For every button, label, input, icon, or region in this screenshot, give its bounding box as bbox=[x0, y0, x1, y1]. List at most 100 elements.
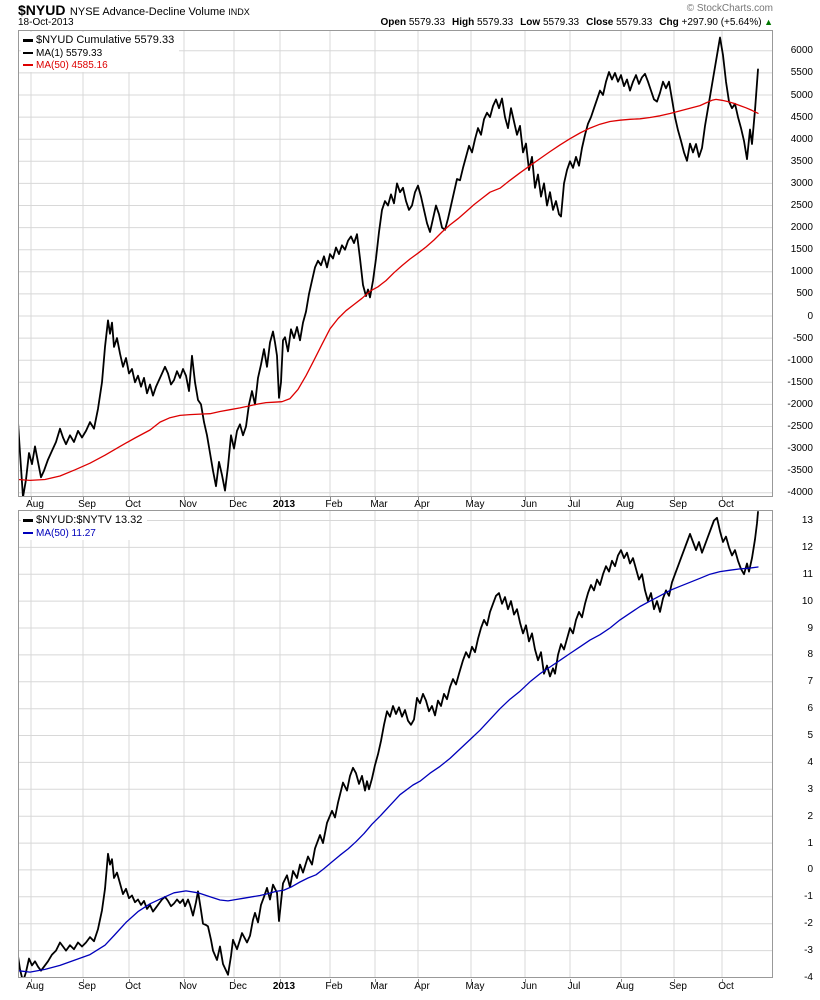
month-label: Jun bbox=[520, 499, 538, 510]
plot-area-2 bbox=[18, 510, 773, 978]
legend-row: MA(1) 5579.33 bbox=[23, 47, 174, 59]
change-up-arrow-icon: ▲ bbox=[761, 17, 773, 27]
month-label: Oct bbox=[718, 981, 734, 992]
y-axis-label: -500 bbox=[792, 332, 813, 344]
quote-high: High 5579.33 bbox=[452, 17, 514, 28]
y-axis-label: 1000 bbox=[790, 266, 813, 278]
legend-row: $NYUD:$NYTV 13.32 bbox=[23, 513, 142, 527]
x-axis-tick bbox=[234, 497, 235, 500]
chart-panel-1 bbox=[18, 30, 773, 497]
y-axis-label: 500 bbox=[796, 288, 813, 300]
x-axis-tick bbox=[129, 497, 130, 500]
y-axis-label: 11 bbox=[802, 568, 813, 580]
y-axis-label: 3000 bbox=[790, 177, 813, 189]
legend-panel-1: $NYUD Cumulative 5579.33 MA(1) 5579.33 MA(… bbox=[21, 32, 180, 72]
month-label: Jul bbox=[567, 981, 581, 992]
month-label: Oct bbox=[125, 499, 141, 510]
x-axis-tick bbox=[674, 979, 675, 982]
y-axis-label: 8 bbox=[807, 649, 813, 661]
date-label: 18-Oct-2013 bbox=[18, 17, 74, 28]
y-axis-label: -3 bbox=[804, 945, 813, 957]
y-axis-label: -1000 bbox=[787, 354, 813, 366]
y-axis-label: 4 bbox=[807, 756, 813, 768]
legend-swatch bbox=[23, 38, 33, 42]
x-axis-tick bbox=[674, 497, 675, 500]
x-axis-tick bbox=[471, 979, 472, 982]
y-axis-label: -1500 bbox=[787, 376, 813, 388]
x-axis-tick bbox=[83, 979, 84, 982]
x-axis-tick bbox=[184, 979, 185, 982]
x-axis-tick bbox=[330, 497, 331, 500]
x-axis-tick bbox=[570, 979, 571, 982]
month-label: May bbox=[465, 981, 485, 992]
x-axis-tick bbox=[621, 979, 622, 982]
legend-panel-2: $NYUD:$NYTV 13.32 MA(50) 11.27 bbox=[21, 512, 148, 540]
month-label: Aug bbox=[616, 981, 634, 992]
chart-panel-2 bbox=[18, 510, 773, 978]
legend-text: MA(1) 5579.33 bbox=[36, 47, 103, 59]
month-label: Sep bbox=[669, 499, 687, 510]
y-axis-label: 0 bbox=[807, 310, 813, 322]
y-axis-label: 3500 bbox=[790, 155, 813, 167]
x-axis-tick bbox=[471, 497, 472, 500]
x-axis-tick bbox=[184, 497, 185, 500]
x-axis-tick bbox=[280, 979, 281, 982]
y-axis-label: -2 bbox=[804, 918, 813, 930]
y-axis-label: -4000 bbox=[787, 487, 813, 499]
month-label: Jul bbox=[567, 499, 581, 510]
x-axis-tick bbox=[31, 497, 32, 500]
month-label: May bbox=[465, 499, 485, 510]
legend-swatch bbox=[23, 52, 33, 54]
y-axis-label: 5500 bbox=[790, 67, 813, 79]
month-label: Feb bbox=[325, 981, 343, 992]
month-label: Dec bbox=[229, 499, 247, 510]
x-axis-tick bbox=[375, 979, 376, 982]
quote-low: Low 5579.33 bbox=[520, 17, 580, 28]
symbol-label: $NYUD bbox=[18, 2, 66, 18]
x-axis-tick bbox=[280, 497, 281, 500]
y-axis-label: -3000 bbox=[787, 443, 813, 455]
chart-header: $NYUD NYSE Advance-Decline Volume INDX bbox=[18, 2, 773, 18]
x-axis-tick bbox=[330, 979, 331, 982]
month-label: Jun bbox=[520, 981, 538, 992]
x-axis-tick bbox=[722, 979, 723, 982]
y-axis-label: 6 bbox=[807, 703, 813, 715]
month-label: Aug bbox=[26, 981, 44, 992]
y-axis-label: 2 bbox=[807, 810, 813, 822]
y-axis-label: -2000 bbox=[787, 398, 813, 410]
y-axis-label: 10 bbox=[801, 595, 813, 607]
month-label: Nov bbox=[179, 499, 197, 510]
legend-text: MA(50) 4585.16 bbox=[36, 59, 108, 71]
index-tag: INDX bbox=[228, 7, 250, 17]
x-axis-tick bbox=[621, 497, 622, 500]
x-axis-tick bbox=[525, 497, 526, 500]
legend-row: MA(50) 11.27 bbox=[23, 527, 142, 539]
month-label: Sep bbox=[78, 981, 96, 992]
legend-text: $NYUD Cumulative 5579.33 bbox=[36, 34, 175, 46]
y-axis-label: 7 bbox=[807, 676, 813, 688]
y-axis-label: 6000 bbox=[790, 45, 813, 57]
y-axis-label: 1500 bbox=[790, 244, 813, 256]
legend-text: $NYUD:$NYTV 13.32 bbox=[36, 514, 143, 526]
y-axis-label: 9 bbox=[807, 622, 813, 634]
y-axis-label: 4500 bbox=[790, 111, 813, 123]
month-label: Aug bbox=[26, 499, 44, 510]
y-axis-label: 12 bbox=[801, 541, 813, 553]
y-axis-label: 3 bbox=[807, 783, 813, 795]
x-axis-tick bbox=[83, 497, 84, 500]
x-axis-tick bbox=[570, 497, 571, 500]
x-axis-tick bbox=[375, 497, 376, 500]
month-label: 2013 bbox=[272, 981, 296, 992]
quote-open: Open 5579.33 bbox=[380, 17, 446, 28]
legend-text: MA(50) 11.27 bbox=[36, 527, 96, 539]
y-axis-label: -3500 bbox=[787, 465, 813, 477]
legend-swatch bbox=[23, 64, 33, 66]
copyright-label: © StockCharts.com bbox=[686, 3, 773, 14]
month-label: Nov bbox=[179, 981, 197, 992]
month-label: Mar bbox=[370, 981, 388, 992]
x-axis-tick bbox=[234, 979, 235, 982]
x-axis-tick bbox=[31, 979, 32, 982]
quote-close: Close 5579.33 bbox=[586, 17, 653, 28]
month-label: Oct bbox=[125, 981, 141, 992]
y-axis-label: -1 bbox=[804, 891, 813, 903]
